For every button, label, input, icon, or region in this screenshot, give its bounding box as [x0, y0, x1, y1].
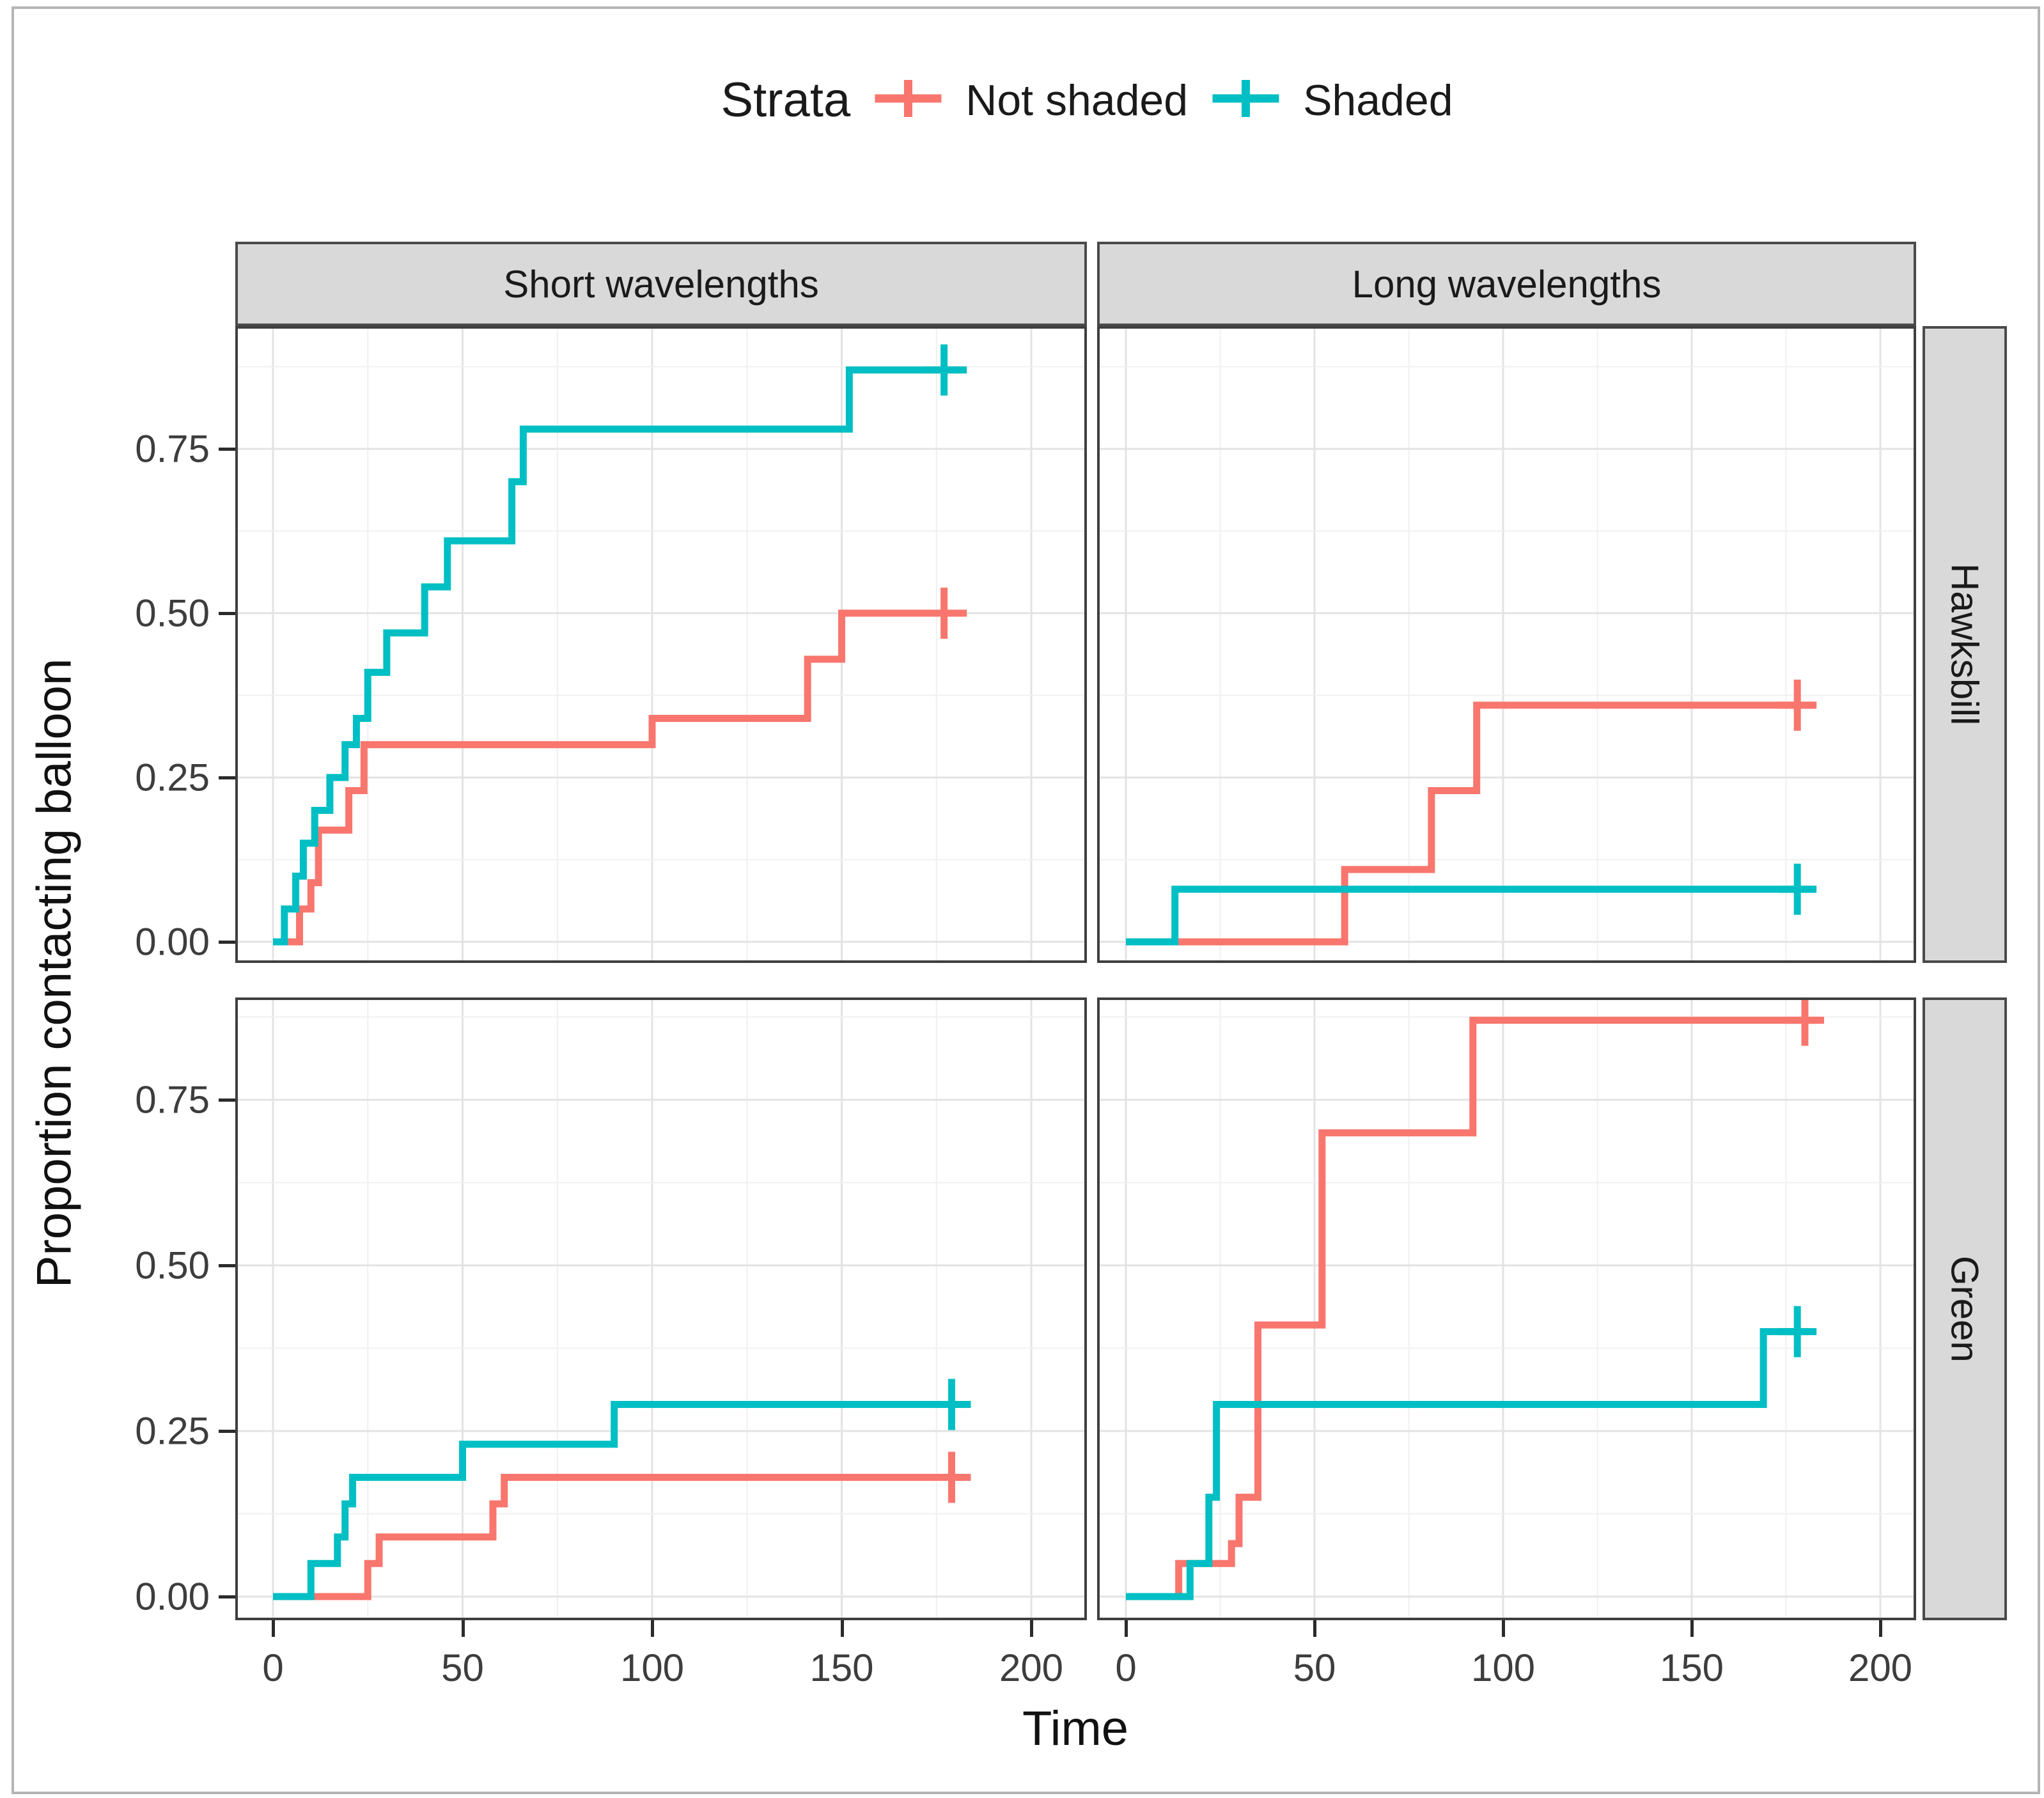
facet-strip-label: Long wavelengths: [1352, 262, 1662, 306]
censor-mark-icon: [1786, 1000, 1824, 1046]
survival-curves-canvas: [1100, 1000, 1914, 1618]
y-axis-tick: [219, 1430, 235, 1433]
censor-mark-icon: [932, 1451, 971, 1503]
x-axis-title: Time: [1022, 1701, 1129, 1756]
survival-curve-shaded: [273, 366, 967, 946]
y-axis-title: Proportion contacting balloon: [27, 658, 82, 1288]
survival-curve-not-shaded: [1126, 1017, 1820, 1600]
x-axis-tick: [461, 1620, 465, 1637]
y-axis-tick: [219, 941, 235, 944]
x-axis-tick-label: 0: [1115, 1646, 1137, 1689]
y-axis-tick-label: 0.25: [135, 756, 210, 799]
survival-curves-canvas: [238, 329, 1084, 960]
panel-hawksbill-short-wavelengths: [235, 326, 1087, 963]
y-axis-tick: [219, 1264, 235, 1267]
censor-mark-icon: [932, 1379, 971, 1430]
x-axis-tick-label: 200: [1848, 1646, 1913, 1689]
facet-strip-short-wavelengths: Short wavelengths: [235, 242, 1087, 326]
x-axis-tick: [651, 1620, 654, 1637]
y-axis-tick: [219, 1098, 235, 1102]
survival-curves-canvas: [238, 1000, 1084, 1618]
survival-curve-not-shaded: [273, 1474, 967, 1600]
censor-mark-icon: [1778, 1306, 1817, 1357]
x-axis-tick-label: 0: [262, 1646, 284, 1689]
x-axis-tick: [1313, 1620, 1316, 1637]
x-axis-tick-label: 150: [809, 1646, 874, 1689]
panel-green-short-wavelengths: [235, 997, 1087, 1620]
legend: Strata Not shaded Shaded: [721, 69, 1453, 131]
y-axis-tick: [219, 612, 235, 615]
survival-curves-canvas: [1100, 329, 1914, 960]
x-axis-tick-label: 200: [999, 1646, 1064, 1689]
survival-curve-not-shaded: [273, 609, 967, 946]
y-axis-tick-label: 0.00: [135, 1575, 210, 1618]
not-shaded-plus-icon: [872, 69, 944, 131]
y-axis-tick: [219, 448, 235, 451]
x-axis-tick: [1030, 1620, 1033, 1637]
x-axis-tick: [1879, 1620, 1882, 1637]
y-axis-tick-label: 0.25: [135, 1409, 210, 1453]
x-axis-tick-label: 100: [1471, 1646, 1536, 1689]
y-axis-tick: [219, 776, 235, 779]
legend-title: Strata: [721, 73, 851, 127]
y-axis-tick: [219, 1595, 235, 1599]
survival-curve-not-shaded: [1126, 701, 1816, 946]
survival-curve-shaded: [273, 1401, 967, 1600]
x-axis-tick: [1690, 1620, 1694, 1637]
y-axis-tick-label: 0.50: [135, 591, 210, 635]
censor-mark-icon: [924, 344, 963, 396]
y-axis-tick-label: 0.50: [135, 1244, 210, 1287]
shaded-plus-icon: [1210, 69, 1281, 131]
x-axis-tick-label: 50: [1293, 1646, 1336, 1689]
x-axis-tick: [840, 1620, 844, 1637]
panel-green-long-wavelengths: [1097, 997, 1916, 1620]
x-axis-tick-label: 50: [441, 1646, 484, 1689]
censor-mark-icon: [1778, 679, 1817, 731]
facet-strip-long-wavelengths: Long wavelengths: [1097, 242, 1916, 326]
legend-label-shaded: Shaded: [1303, 75, 1453, 125]
y-axis-tick-label: 0.00: [135, 920, 210, 964]
y-axis-tick-label: 0.75: [135, 1078, 210, 1122]
facet-strip-label: Short wavelengths: [503, 262, 819, 306]
facet-strip-label: Green: [1943, 1255, 1986, 1363]
x-axis-tick: [1502, 1620, 1505, 1637]
survival-curve-shaded: [1126, 1328, 1809, 1600]
panel-hawksbill-long-wavelengths: [1097, 326, 1916, 963]
facet-strip-green: Green: [1923, 997, 2007, 1620]
x-axis-tick-label: 150: [1659, 1646, 1724, 1689]
y-axis-tick-label: 0.75: [135, 427, 210, 471]
x-axis-tick-label: 100: [620, 1646, 685, 1689]
facet-strip-label: Hawksbill: [1943, 563, 1986, 726]
facet-strip-hawksbill: Hawksbill: [1923, 326, 2007, 963]
censor-mark-icon: [924, 588, 963, 639]
legend-label-not-shaded: Not shaded: [965, 75, 1189, 125]
censor-mark-icon: [1778, 863, 1817, 915]
x-axis-tick: [272, 1620, 275, 1637]
x-axis-tick: [1125, 1620, 1128, 1637]
survival-curve-shaded: [1126, 886, 1816, 946]
